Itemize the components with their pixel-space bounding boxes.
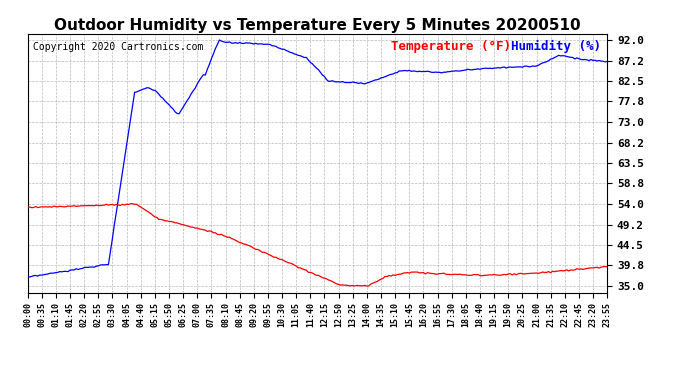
Text: Copyright 2020 Cartronics.com: Copyright 2020 Cartronics.com bbox=[33, 42, 204, 51]
Legend: Temperature (°F), Humidity (%): Temperature (°F), Humidity (%) bbox=[391, 40, 601, 53]
Title: Outdoor Humidity vs Temperature Every 5 Minutes 20200510: Outdoor Humidity vs Temperature Every 5 … bbox=[54, 18, 581, 33]
